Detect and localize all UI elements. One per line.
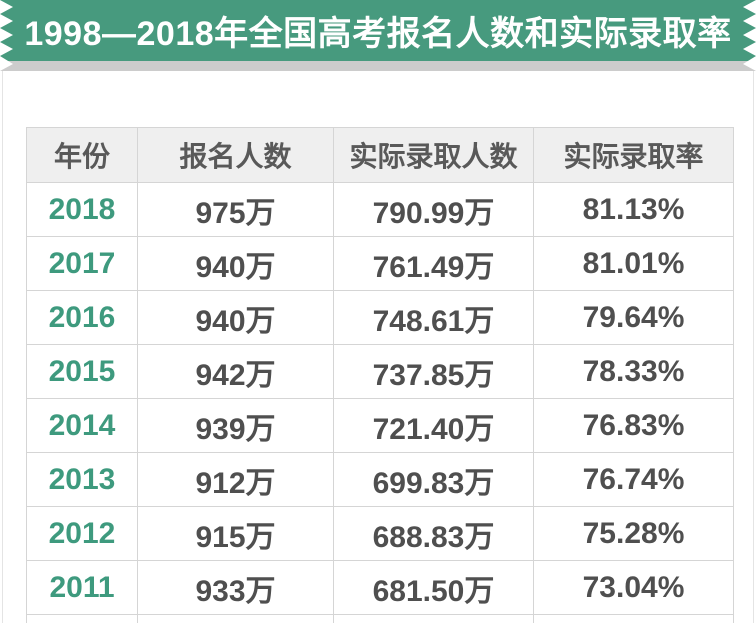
admitted-cell: 748.61万 — [333, 290, 534, 345]
ribbon-zigzag-left-icon — [0, 0, 13, 71]
admitted-cell: 721.40万 — [333, 398, 534, 453]
year-cell: 2016 — [26, 290, 138, 345]
col-header-registered: 报名人数 — [137, 127, 334, 183]
admitted-cell: 761.49万 — [333, 236, 534, 291]
rate-cell: 76.83% — [533, 398, 734, 453]
admitted-cell: 699.83万 — [333, 452, 534, 507]
admitted-cell: 688.83万 — [333, 506, 534, 561]
rate-cell: 75.28% — [533, 506, 734, 561]
admitted-cell: 737.85万 — [333, 344, 534, 399]
registered-cell: 975万 — [137, 182, 334, 237]
registered-cell: 915万 — [137, 506, 334, 561]
rate-cell: 73.04% — [533, 560, 734, 615]
table-header: 年份 报名人数 实际录取人数 实际录取率 — [26, 127, 734, 183]
title-banner: 1998—2018年全国高考报名人数和实际录取率 — [0, 0, 756, 71]
rate-cell: 81.13% — [533, 182, 734, 237]
empty-cell — [26, 614, 138, 623]
year-cell: 2017 — [26, 236, 138, 291]
col-header-admitted: 实际录取人数 — [333, 127, 534, 183]
table-row-partial — [26, 614, 734, 623]
col-header-rate: 实际录取率 — [533, 127, 734, 183]
registered-cell: 940万 — [137, 290, 334, 345]
page-left-border — [2, 0, 3, 623]
header-row: 年份 报名人数 实际录取人数 实际录取率 — [26, 127, 734, 183]
year-cell: 2018 — [26, 182, 138, 237]
empty-cell — [333, 614, 534, 623]
page-right-border — [753, 0, 754, 623]
registered-cell: 942万 — [137, 344, 334, 399]
table-row: 2012 915万 688.83万 75.28% — [26, 506, 734, 561]
registered-cell: 912万 — [137, 452, 334, 507]
table-row: 2017 940万 761.49万 81.01% — [26, 236, 734, 291]
year-cell: 2011 — [26, 560, 138, 615]
gaokao-table: 年份 报名人数 实际录取人数 实际录取率 2018 975万 790.99万 81.1… — [26, 127, 734, 623]
col-header-year: 年份 — [26, 127, 138, 183]
ribbon-zigzag-right-icon — [743, 0, 756, 71]
page-title: 1998—2018年全国高考报名人数和实际录取率 — [24, 15, 732, 53]
rate-cell: 79.64% — [533, 290, 734, 345]
registered-cell: 940万 — [137, 236, 334, 291]
year-cell: 2014 — [26, 398, 138, 453]
registered-cell: 939万 — [137, 398, 334, 453]
empty-cell — [533, 614, 734, 623]
table-row: 2016 940万 748.61万 79.64% — [26, 290, 734, 345]
table-row: 2011 933万 681.50万 73.04% — [26, 560, 734, 615]
rate-cell: 81.01% — [533, 236, 734, 291]
table-row: 2014 939万 721.40万 76.83% — [26, 398, 734, 453]
registered-cell: 933万 — [137, 560, 334, 615]
rate-cell: 78.33% — [533, 344, 734, 399]
table-row: 2013 912万 699.83万 76.74% — [26, 452, 734, 507]
rate-cell: 76.74% — [533, 452, 734, 507]
empty-cell — [137, 614, 334, 623]
table-body: 2018 975万 790.99万 81.13% 2017 940万 761.49万 81.0… — [26, 182, 734, 623]
table-row: 2018 975万 790.99万 81.13% — [26, 182, 734, 237]
banner-shadow — [0, 61, 756, 71]
year-cell: 2012 — [26, 506, 138, 561]
admitted-cell: 681.50万 — [333, 560, 534, 615]
admitted-cell: 790.99万 — [333, 182, 534, 237]
data-table: 年份 报名人数 实际录取人数 实际录取率 2018 975万 790.99万 81.1… — [26, 127, 734, 623]
banner-band — [0, 0, 756, 61]
year-cell: 2013 — [26, 452, 138, 507]
year-cell: 2015 — [26, 344, 138, 399]
table-row: 2015 942万 737.85万 78.33% — [26, 344, 734, 399]
